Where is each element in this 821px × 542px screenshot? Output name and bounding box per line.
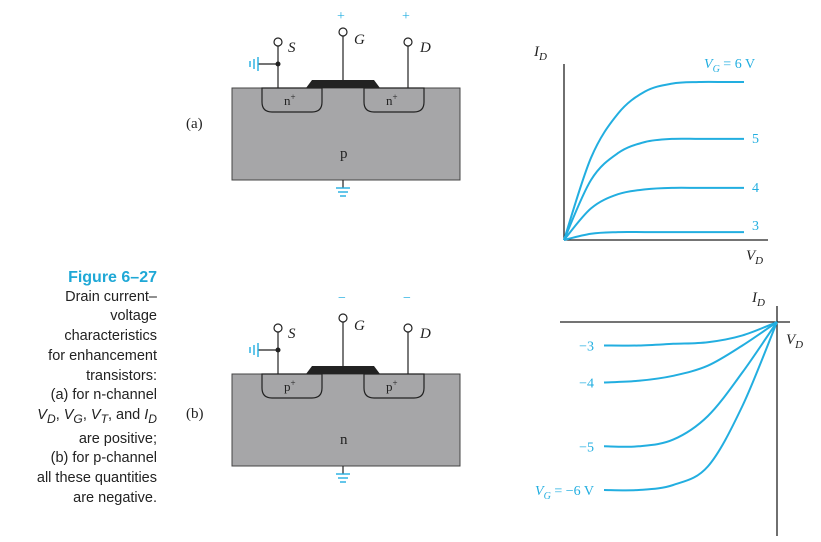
curve-a-4	[564, 232, 744, 240]
curve-label-b-2: −4	[579, 376, 594, 391]
curve-b-4	[604, 322, 777, 490]
chart-b: ID VD −3 −4 −5 VG = −6 V	[535, 290, 803, 536]
curve-label-b-1: −3	[579, 340, 594, 355]
source-label-a: S	[288, 40, 296, 56]
drain-terminal-b	[404, 324, 412, 332]
curve-label-b-3: −5	[579, 440, 594, 455]
curve-label-a-2: 5	[752, 132, 759, 147]
curve-label-a-1: VG = 6 V	[704, 57, 755, 75]
gate-label-a: G	[354, 32, 365, 48]
drain-terminal-a	[404, 38, 412, 46]
curve-label-b-4: VG = −6 V	[535, 484, 594, 502]
panel-a-label: (a)	[186, 116, 203, 132]
ground-icon	[336, 474, 350, 482]
chart-a: ID VD VG = 6 V 5 4 3	[533, 44, 768, 267]
drain-label-b: D	[419, 326, 431, 342]
ylabel-a: ID	[533, 44, 547, 63]
gate-sign-b: −	[338, 291, 346, 306]
gate-terminal-b	[339, 314, 347, 322]
device-a: (a) n+ n+ p G + D + S	[186, 9, 460, 196]
drain-label-a: D	[419, 40, 431, 56]
ground-icon	[250, 343, 258, 357]
panel-b-label: (b)	[186, 406, 204, 422]
gate-terminal-a	[339, 28, 347, 36]
xlabel-a: VD	[746, 248, 763, 267]
xlabel-b: VD	[786, 332, 803, 351]
substrate-label-b: n	[340, 432, 348, 448]
gate-sign-a: +	[337, 9, 345, 24]
ground-icon	[250, 57, 258, 71]
curve-a-1	[564, 82, 744, 240]
drain-sign-a: +	[402, 9, 410, 24]
source-label-b: S	[288, 326, 296, 342]
substrate-label-a: p	[340, 146, 348, 162]
curve-b-1	[604, 322, 777, 346]
source-terminal-b	[274, 324, 282, 332]
ylabel-b: ID	[751, 290, 765, 309]
curve-b-2	[604, 322, 777, 383]
curve-label-a-4: 3	[752, 219, 759, 234]
curve-label-a-3: 4	[752, 181, 759, 196]
drain-sign-b: −	[403, 291, 411, 306]
gate-electrode-a	[306, 80, 380, 88]
source-terminal-a	[274, 38, 282, 46]
device-b: (b) p+ p+ n G − D − S	[186, 291, 460, 482]
gate-electrode-b	[306, 366, 380, 374]
gate-label-b: G	[354, 318, 365, 334]
ground-icon	[336, 188, 350, 196]
